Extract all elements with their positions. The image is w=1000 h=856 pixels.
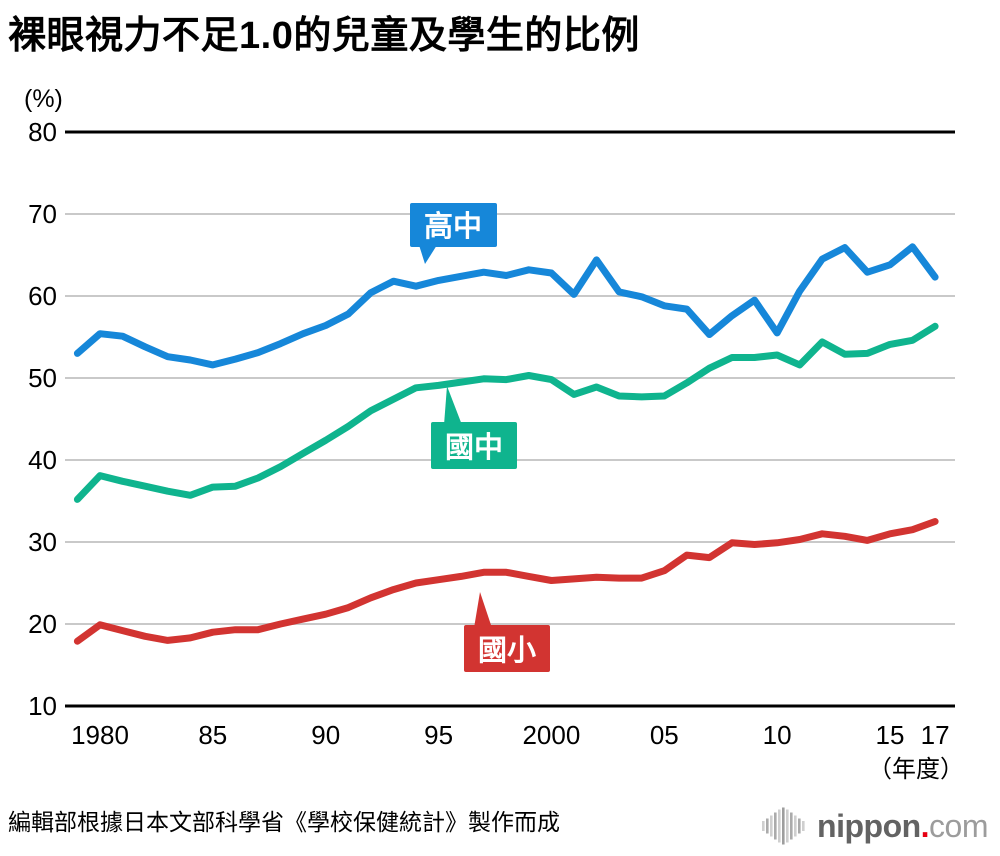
nippon-logo: nippon.com <box>762 806 988 846</box>
y-tick-label: 70 <box>28 199 57 229</box>
x-tick-label: 95 <box>424 720 453 750</box>
y-tick-label: 40 <box>28 445 57 475</box>
callout-box-high-school <box>410 203 497 247</box>
callout-tail-junior-high <box>444 386 462 425</box>
x-tick-label: 85 <box>198 720 227 750</box>
callout-high-school: 高中 <box>410 203 497 264</box>
logo-text-nippon: nippon <box>817 808 921 844</box>
x-tick-label: 10 <box>763 720 792 750</box>
x-tick-label: 1980 <box>71 720 129 750</box>
callout-label-elementary: 國小 <box>478 634 536 667</box>
callout-elementary: 國小 <box>464 592 550 672</box>
x-tick-label: 05 <box>650 720 679 750</box>
callout-tail-elementary <box>474 592 492 628</box>
x-tick-label: 90 <box>311 720 340 750</box>
logo-wordmark: nippon.com <box>817 810 988 842</box>
callout-box-junior-high <box>431 422 517 469</box>
y-tick-label: 50 <box>28 363 57 393</box>
series-line-junior-high <box>73 322 939 503</box>
source-note: 編輯部根據日本文部科學省《學校保健統計》製作而成 <box>8 809 560 835</box>
callout-junior-high: 國中 <box>431 386 517 469</box>
y-tick-label: 20 <box>28 609 57 639</box>
y-tick-label: 80 <box>28 117 57 147</box>
x-tick-label: 15 <box>876 720 905 750</box>
y-tick-label: 60 <box>28 281 57 311</box>
y-tick-label: 10 <box>28 691 57 721</box>
x-tick-label: 2000 <box>522 720 580 750</box>
callout-box-elementary <box>464 625 550 672</box>
logo-text-com: com <box>929 808 988 844</box>
callout-label-junior-high: 國中 <box>445 431 503 464</box>
series-line-elementary <box>73 518 939 645</box>
soundwave-bars-icon <box>762 806 808 846</box>
logo-red-dot: . <box>920 808 930 844</box>
series-line-high-school <box>73 243 939 369</box>
y-axis-unit-label: (%) <box>24 85 63 113</box>
y-tick-label: 30 <box>28 527 57 557</box>
chart-title: 裸眼視力不足1.0的兒童及學生的比例 <box>8 15 640 57</box>
x-axis-unit-label: （年度） <box>868 756 964 783</box>
callout-tail-high-school <box>419 245 437 264</box>
x-tick-label: 17 <box>921 720 950 750</box>
callout-label-high-school: 高中 <box>424 210 482 243</box>
